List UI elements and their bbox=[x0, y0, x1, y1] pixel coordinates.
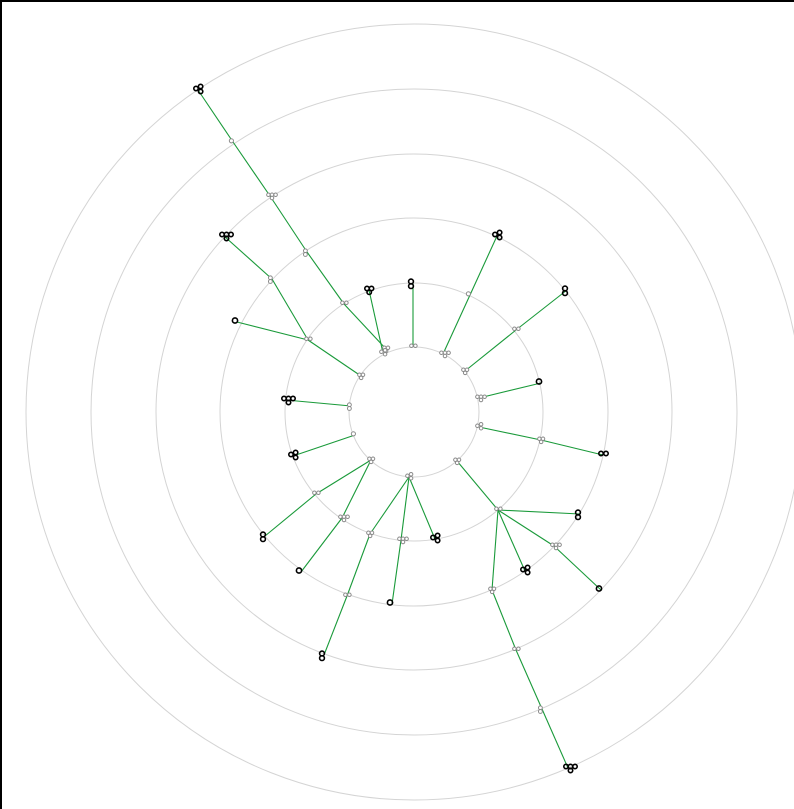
tree-edge bbox=[236, 321, 309, 341]
tree-edge bbox=[400, 476, 410, 541]
inner-molecule-icon bbox=[266, 192, 278, 201]
inner-molecule-icon bbox=[367, 456, 376, 465]
orbit-ring-2 bbox=[284, 282, 544, 542]
leaf-molecule-icon bbox=[597, 450, 609, 457]
leaf-molecule-icon bbox=[280, 395, 296, 406]
inner-molecule-icon bbox=[488, 586, 497, 595]
tree-edge bbox=[456, 460, 499, 511]
tree-edge bbox=[368, 289, 384, 354]
tree-edge bbox=[497, 509, 526, 572]
tree-edge bbox=[369, 476, 410, 535]
leaf-molecule-icon bbox=[295, 567, 303, 574]
tree-edge bbox=[341, 459, 372, 519]
tree-nodes bbox=[193, 83, 609, 774]
inner-molecule-icon bbox=[304, 336, 313, 342]
inner-molecule-icon bbox=[350, 431, 356, 437]
inner-molecule-icon bbox=[461, 367, 470, 376]
inner-molecule-icon bbox=[537, 436, 546, 445]
tree-edge bbox=[292, 434, 356, 457]
leaf-molecule-icon bbox=[363, 285, 375, 296]
tree-edge bbox=[469, 235, 498, 296]
inner-molecule-icon bbox=[379, 347, 388, 357]
tree-edge bbox=[306, 251, 345, 305]
inner-molecule-icon bbox=[512, 646, 521, 652]
tree-edge bbox=[223, 235, 273, 280]
orbit-rings bbox=[25, 23, 794, 801]
leaf-molecule-icon bbox=[259, 531, 267, 543]
inner-molecule-icon bbox=[340, 300, 349, 306]
leaf-molecule-icon bbox=[519, 564, 531, 576]
leaf-molecule-icon bbox=[219, 231, 235, 242]
inner-molecule-icon bbox=[312, 490, 321, 496]
leaf-molecule-icon bbox=[535, 378, 543, 385]
leaf-molecule-icon bbox=[231, 317, 239, 324]
inner-molecule-icon bbox=[439, 350, 451, 359]
tree-edge bbox=[323, 595, 348, 656]
orbit-ring-6 bbox=[25, 23, 794, 801]
inner-molecule-icon bbox=[338, 514, 350, 523]
leaf-molecule-icon bbox=[491, 229, 503, 241]
tree-edge bbox=[197, 89, 234, 143]
tree-edge bbox=[269, 195, 308, 253]
tree-edge bbox=[540, 439, 604, 456]
inner-molecule-icon bbox=[366, 530, 375, 539]
inner-molecule-icon bbox=[512, 326, 521, 332]
inner-molecule-icon bbox=[343, 592, 352, 598]
leaf-molecule-icon bbox=[407, 278, 415, 290]
tree-edge bbox=[464, 329, 517, 372]
tree-edge bbox=[515, 649, 543, 710]
inner-molecule-icon bbox=[465, 291, 471, 297]
tree-edge bbox=[442, 294, 471, 355]
inner-molecule-icon bbox=[228, 138, 234, 144]
tree-edge bbox=[264, 493, 317, 537]
leaf-molecule-icon bbox=[318, 650, 326, 662]
tree-edge bbox=[232, 141, 271, 197]
leaf-molecule-icon bbox=[386, 599, 394, 606]
inner-molecule-icon bbox=[302, 248, 308, 257]
inner-molecule-icon bbox=[453, 457, 462, 466]
tree-edge bbox=[478, 426, 542, 441]
leaf-molecule-icon bbox=[562, 763, 578, 774]
leaf-molecule-icon bbox=[574, 509, 582, 521]
leaf-molecule-icon bbox=[429, 532, 441, 544]
tree-edge bbox=[497, 509, 581, 515]
inner-molecule-icon bbox=[409, 343, 418, 349]
inner-molecule-icon bbox=[475, 421, 484, 431]
leaf-molecule-icon bbox=[561, 285, 569, 297]
tree-edge bbox=[541, 708, 569, 769]
tree-edge bbox=[491, 589, 517, 651]
tree-edge bbox=[478, 382, 542, 399]
tree-edge bbox=[315, 459, 372, 495]
tree-edge bbox=[391, 539, 402, 605]
tree-edge bbox=[346, 533, 371, 597]
inner-molecule-icon bbox=[537, 705, 543, 714]
leaf-molecule-icon bbox=[193, 83, 204, 95]
tree-edges bbox=[197, 89, 604, 769]
tree-edge bbox=[343, 303, 387, 350]
inner-molecule-icon bbox=[357, 372, 366, 381]
tree-edge bbox=[285, 399, 352, 407]
leaf-molecule-icon bbox=[287, 449, 299, 461]
inner-molecule-icon bbox=[405, 471, 414, 481]
leaf-molecule-icon bbox=[595, 585, 603, 592]
tree-edge bbox=[497, 509, 555, 547]
inner-molecule-icon bbox=[267, 275, 273, 284]
orbit-ring-4 bbox=[155, 153, 673, 671]
inner-molecule-icon bbox=[494, 506, 503, 512]
inner-molecule-icon bbox=[397, 536, 409, 545]
tree-edge bbox=[515, 289, 568, 331]
inner-molecule-icon bbox=[475, 394, 487, 403]
tree-edge bbox=[491, 509, 499, 591]
inner-molecule-icon bbox=[550, 542, 562, 551]
tree-edge bbox=[271, 278, 309, 341]
tree-edge bbox=[408, 476, 436, 540]
orbit-ring-3 bbox=[219, 217, 609, 607]
inner-molecule-icon bbox=[346, 402, 352, 411]
tree-edge bbox=[300, 517, 343, 573]
orbit-ring-5 bbox=[90, 88, 738, 736]
tree-edge bbox=[307, 339, 362, 377]
tree-edge bbox=[553, 545, 602, 591]
